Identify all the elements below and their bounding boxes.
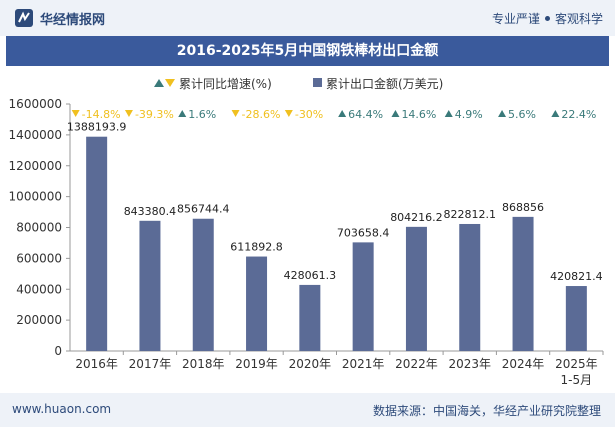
x-tick-label: 2020年 [289,357,332,371]
growth-label: -14.8% [82,108,121,121]
growth-label: 64.4% [348,108,383,121]
growth-down-marker [284,110,293,117]
bar [512,216,534,351]
bar-value-label: 428061.3 [284,269,337,282]
growth-label: 4.9% [455,108,483,121]
bar [246,256,268,351]
y-tick-label: 800000 [16,221,62,235]
tagline-left: 专业严谨 [491,12,540,26]
legend-bar-label: 累计出口金额(万美元) [326,76,443,91]
bar-value-label: 611892.8 [230,241,283,254]
bar-value-label: 822812.1 [444,208,497,221]
brand-logo-icon [15,9,33,27]
growth-label: 5.6% [508,108,536,121]
x-tick-label: 2022年 [395,357,438,371]
growth-up-marker [391,110,400,117]
growth-up-marker [178,110,187,117]
bar-value-label: 804216.2 [390,211,443,224]
bar [459,223,481,351]
y-tick-label: 1200000 [9,159,62,173]
x-tick-label: 2016年 [75,357,118,371]
chart-title: 2016-2025年5月中国钢铁棒材出口金额 [176,43,439,59]
x-tick-label: 2018年 [182,357,225,371]
bar [405,226,427,351]
header-bar: 华经情报网 专业严谨 客观科学 [0,0,615,36]
y-tick-label: 0 [54,344,62,358]
tagline-dot-icon [544,16,550,21]
x-tick-label: 2021年 [342,357,385,371]
bar-value-label: 856744.4 [177,203,230,216]
growth-down-marker [124,110,133,117]
growth-label: 22.4% [561,108,596,121]
bar [139,220,161,351]
growth-up-marker [338,110,347,117]
growth-label: 1.6% [188,108,216,121]
x-tick-label: 2017年 [129,357,172,371]
title-bar: 2016-2025年5月中国钢铁棒材出口金额 [6,36,609,66]
bar-value-label: 868856 [502,201,544,214]
tagline: 专业严谨 客观科学 [492,10,603,27]
bar-value-label: 1388193.9 [67,121,127,134]
bar-value-label: 703658.4 [337,226,390,239]
growth-up-marker [444,110,453,117]
legend-growth-down-marker [165,79,175,87]
brand-name: 华经情报网 [40,13,106,28]
growth-label: -28.6% [242,108,281,121]
bar [565,286,587,351]
tagline-right: 客观科学 [554,12,603,26]
bar [352,242,374,351]
x-tick-label: 1-5月 [561,373,593,387]
x-tick-label: 2025年 [555,357,598,371]
footer-bar: www.huaon.com 数据来源：中国海关，华经产业研究院整理 [0,393,615,427]
x-tick-label: 2024年 [502,357,545,371]
x-tick-label: 2023年 [448,357,491,371]
y-tick-label: 600000 [16,251,62,265]
footer-website: www.huaon.com [12,402,112,416]
growth-down-marker [231,110,240,117]
bar-value-label: 843380.4 [124,205,177,218]
footer-source: 数据来源：中国海关，华经产业研究院整理 [372,404,601,418]
legend-growth-up-marker [154,79,164,87]
bar [299,284,321,351]
growth-up-marker [498,110,507,117]
y-tick-label: 1600000 [9,97,62,111]
y-tick-label: 400000 [16,282,62,296]
x-tick-label: 2019年 [235,357,278,371]
y-tick-label: 1000000 [9,190,62,204]
growth-up-marker [551,110,560,117]
bar-chart: 累计同比增速(%) 累计出口金额(万美元) 0 200000 400000 600000 8… [9,76,604,387]
legend-growth-label: 累计同比增速(%) [179,77,272,91]
growth-label: -39.3% [135,108,174,121]
growth-label: 14.6% [401,108,436,121]
growth-label: -30% [295,108,323,121]
y-tick-label: 1400000 [9,128,62,142]
bar-value-label: 420821.4 [550,270,603,283]
bar [192,218,214,351]
y-tick-label: 200000 [16,313,62,327]
bar [86,136,108,351]
growth-down-marker [71,110,80,117]
legend-bar-swatch [313,78,322,87]
